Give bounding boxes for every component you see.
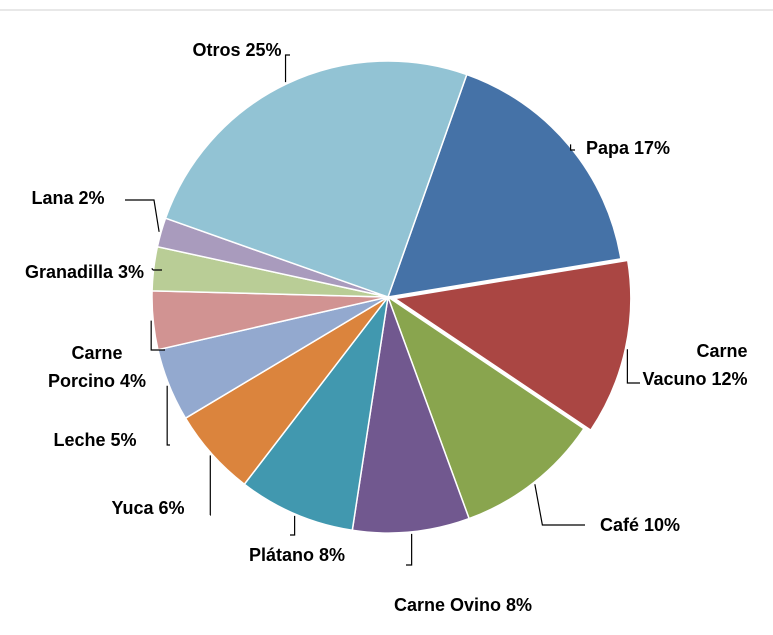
pie-slice [386, 295, 585, 520]
leader-line [151, 267, 162, 271]
category-name: Carne Ovino [393, 595, 502, 615]
leader-line [290, 515, 296, 536]
value-label: 4% [120, 371, 147, 391]
leader-line [406, 533, 413, 566]
value-label: 5% [110, 430, 137, 450]
pie-slice [243, 296, 389, 532]
leader-line [284, 54, 290, 83]
category-name: Papa [585, 138, 629, 158]
pie-slice [351, 296, 471, 534]
pie-slice [164, 60, 468, 298]
value-label: 25% [245, 40, 282, 60]
data-label: Otros 25% [192, 36, 281, 64]
data-label: Granadilla 3% [25, 258, 144, 286]
data-label: Plátano 8% [249, 541, 345, 569]
value-label: 6% [158, 498, 185, 518]
data-label: Leche 5% [53, 426, 136, 454]
value-label: 12% [711, 369, 748, 389]
category-name: Café [599, 515, 639, 535]
value-label: 3% [118, 262, 145, 282]
leader-line [125, 199, 160, 232]
leader-line [150, 320, 165, 351]
pie-slice [392, 259, 632, 432]
category-name: Carne Vacuno [642, 341, 748, 389]
pie-slice [386, 73, 622, 298]
category-name: Otros [192, 40, 241, 60]
category-name: Granadilla [25, 262, 114, 282]
value-label: 10% [643, 515, 681, 535]
data-label: Carne Vacuno 12% [642, 337, 747, 393]
value-label: 2% [78, 188, 105, 208]
category-name: Leche [53, 430, 106, 450]
category-name: Carne Porcino [47, 343, 123, 391]
value-label: 17% [634, 138, 671, 158]
leader-line [626, 349, 640, 384]
leader-line [569, 144, 575, 151]
data-label: Carne Ovino 8% [394, 591, 532, 619]
data-label: Lana 2% [31, 184, 104, 212]
leader-line [534, 484, 585, 526]
data-label: Yuca 6% [111, 494, 184, 522]
value-label: 8% [319, 545, 346, 565]
category-name: Plátano [248, 545, 314, 565]
leader-line [166, 385, 170, 446]
data-label: Café 10% [600, 511, 680, 539]
category-name: Yuca [111, 498, 154, 518]
data-label: Carne Porcino 4% [37, 339, 157, 395]
data-label: Papa 17% [586, 134, 670, 162]
category-name: Lana [31, 188, 74, 208]
value-label: 8% [506, 595, 533, 615]
